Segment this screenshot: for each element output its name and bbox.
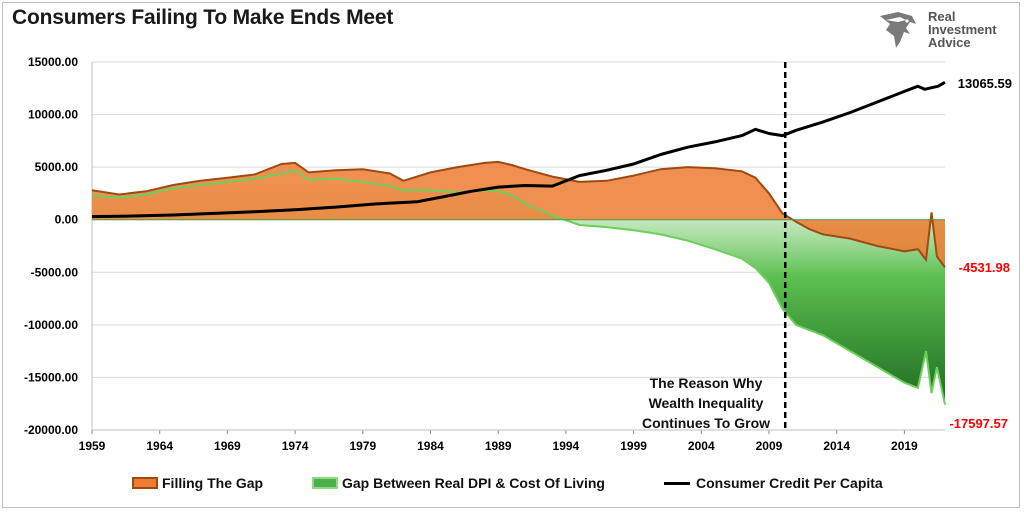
legend-item-filling: Filling The Gap <box>132 473 263 493</box>
series-credit-line <box>91 80 946 219</box>
logo-line-2: Investment <box>928 22 997 37</box>
annotation-line-1: The Reason Why <box>650 375 763 391</box>
logo-line-3: Advice <box>928 35 971 50</box>
y-tick-label: 15000.00 <box>28 55 78 69</box>
x-tick-label: 2009 <box>756 439 783 453</box>
brand-logo: Real Investment Advice <box>876 8 1016 54</box>
legend-item-credit: Consumer Credit Per Capita <box>664 473 883 493</box>
chart-title: Consumers Failing To Make Ends Meet <box>12 6 394 29</box>
y-tick-label: 0.00 <box>55 213 79 227</box>
legend-swatch-gap <box>312 477 338 489</box>
end-label-credit: 13065.59 <box>958 76 1012 91</box>
x-tick-label: 1969 <box>214 439 241 453</box>
eagle-logo-icon <box>880 12 916 48</box>
x-tick-label: 1974 <box>282 439 309 453</box>
y-axis: 15000.00 10000.00 5000.00 0.00 -5000.00 -1000… <box>24 55 78 437</box>
series-gap-area <box>92 170 945 405</box>
series-gap-edge <box>91 169 946 405</box>
y-tick-label: -5000.00 <box>31 265 79 279</box>
gridlines <box>91 61 945 431</box>
x-tick-label: 1979 <box>349 439 376 453</box>
x-tick-label: 1989 <box>485 439 512 453</box>
logo-line-1: Real <box>928 9 956 24</box>
legend-label-filling: Filling The Gap <box>162 475 264 491</box>
x-tick-label: 1994 <box>553 439 580 453</box>
legend-swatch-credit <box>664 481 690 485</box>
end-label-filling: -4531.98 <box>959 260 1010 275</box>
legend: Filling The Gap Gap Between Real DPI & C… <box>0 473 1024 495</box>
x-tick-label: 2019 <box>891 439 918 453</box>
annotation-line-3: Continues To Grow <box>642 415 770 431</box>
annotation-line-2: Wealth Inequality <box>649 395 764 411</box>
y-tick-label: -15000.00 <box>24 370 78 384</box>
legend-label-credit: Consumer Credit Per Capita <box>696 475 883 491</box>
x-tick-label: 1999 <box>620 439 647 453</box>
legend-label-gap: Gap Between Real DPI & Cost Of Living <box>342 475 605 491</box>
logo-wordmark: Real Investment Advice <box>928 10 997 49</box>
x-tick-label: 2014 <box>823 439 850 453</box>
series-filling-area <box>92 161 945 268</box>
x-tick-label: 1964 <box>146 439 173 453</box>
y-tick-label: 5000.00 <box>35 160 79 174</box>
x-axis: 1959 1964 1969 1974 1979 1984 1989 1994 1999 2004… <box>79 429 945 453</box>
y-tick-label: -10000.00 <box>24 318 78 332</box>
legend-item-gap: Gap Between Real DPI & Cost Of Living <box>312 473 605 493</box>
y-tick-label: -20000.00 <box>24 423 78 437</box>
x-tick-label: 2004 <box>688 439 715 453</box>
y-tick-label: 10000.00 <box>28 108 78 122</box>
end-label-gap: -17597.57 <box>949 416 1008 431</box>
x-tick-label: 1984 <box>417 439 444 453</box>
legend-swatch-filling <box>132 477 158 489</box>
x-tick-label: 1959 <box>79 439 106 453</box>
series-layer <box>91 80 946 405</box>
